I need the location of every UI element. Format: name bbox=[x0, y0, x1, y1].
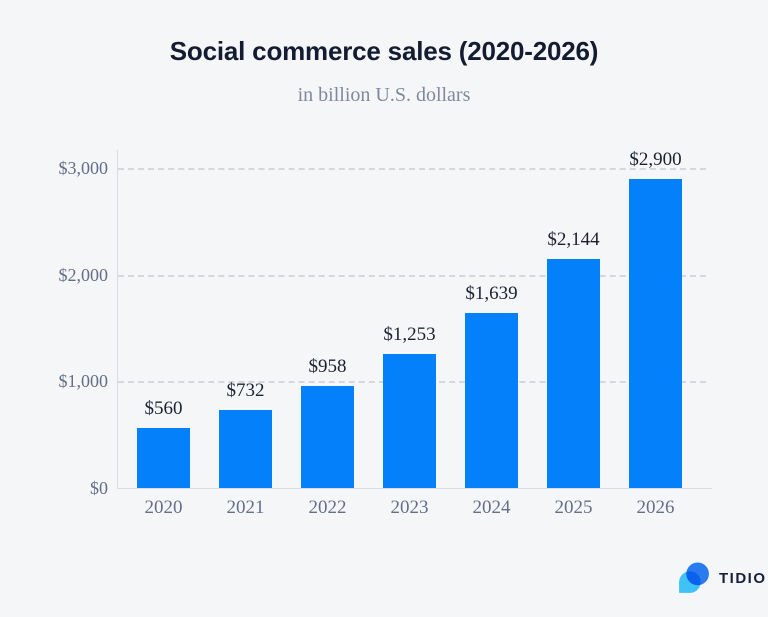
bar-2026 bbox=[629, 178, 682, 488]
bar-value-label-2025: $2,144 bbox=[547, 229, 600, 251]
y-tick-label-1000: $1,000 bbox=[58, 371, 109, 392]
plot-area: $560 $732 $958 $1,253 $1,639 $2,144 $2,900 bbox=[118, 149, 708, 488]
bar-value-label-2022: $958 bbox=[308, 355, 347, 377]
bar-2025 bbox=[547, 259, 600, 488]
bar-value-label-2023: $1,253 bbox=[383, 324, 436, 346]
bar-value-label-2026: $2,900 bbox=[629, 148, 682, 170]
brand-logo: TIDIO bbox=[676, 561, 767, 596]
gridline-3000 bbox=[118, 168, 706, 170]
bar-2022 bbox=[301, 385, 354, 488]
gridline-2000 bbox=[118, 274, 706, 277]
bar-value-label-2020: $560 bbox=[144, 398, 183, 420]
bar-2021 bbox=[219, 409, 272, 488]
bar-value-label-2021: $732 bbox=[226, 379, 265, 401]
x-tick-label-2021: 2021 bbox=[226, 497, 265, 518]
tidio-chat-bubble-icon bbox=[679, 562, 709, 593]
y-tick-label-3000: $3,000 bbox=[58, 158, 109, 178]
y-tick-label-2000: $2,000 bbox=[58, 264, 109, 285]
bar-value-label-2024: $1,639 bbox=[465, 283, 518, 305]
bar-2024 bbox=[465, 313, 518, 488]
brand-name: TIDIO bbox=[719, 570, 767, 587]
chart-subtitle: in billion U.S. dollars bbox=[297, 84, 471, 106]
x-tick-label-2024: 2024 bbox=[472, 497, 511, 518]
x-tick-label-2026: 2026 bbox=[636, 497, 675, 518]
bar-2023 bbox=[383, 354, 436, 488]
x-tick-label-2020: 2020 bbox=[144, 497, 183, 518]
y-axis-line bbox=[117, 150, 118, 488]
x-tick-label-2022: 2022 bbox=[308, 497, 347, 518]
x-tick-label-2025: 2025 bbox=[554, 497, 593, 518]
x-tick-label-2023: 2023 bbox=[390, 497, 429, 518]
bar-2020 bbox=[137, 428, 190, 488]
chart-title: Social commerce sales (2020-2026) bbox=[169, 36, 599, 66]
y-tick-label-0: $0 bbox=[90, 478, 108, 498]
x-axis-baseline bbox=[117, 488, 712, 489]
